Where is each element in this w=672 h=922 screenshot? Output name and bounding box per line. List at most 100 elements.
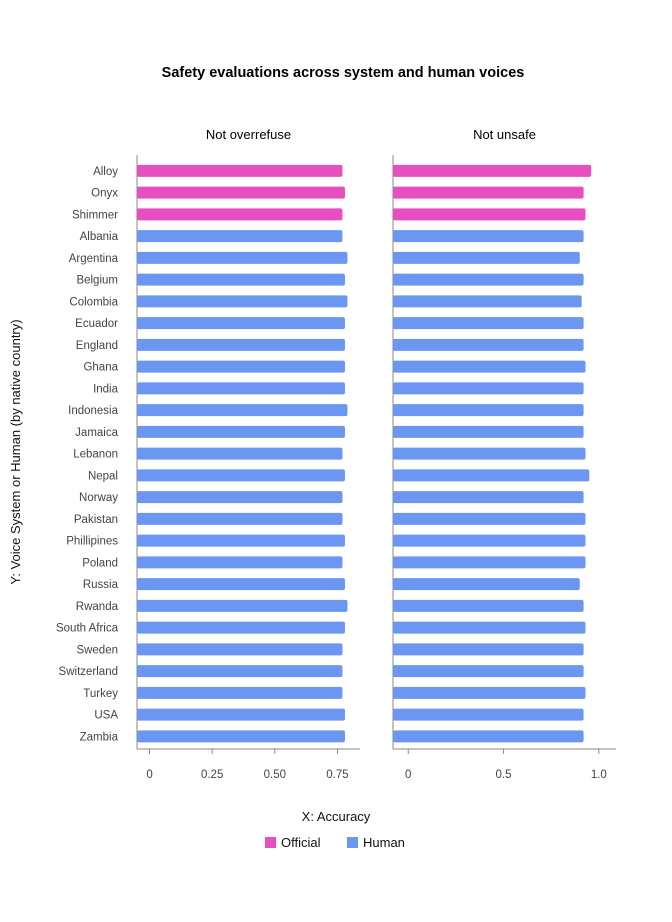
bar-pakistan — [393, 512, 586, 525]
bar-belgium — [137, 273, 345, 286]
bar-alloy — [137, 164, 343, 177]
category-label-albania: Albania — [80, 231, 119, 243]
bar-colombia — [137, 295, 348, 308]
legend-label-human: Human — [363, 835, 405, 850]
bar-argentina — [393, 251, 580, 264]
category-label-south-africa: South Africa — [56, 623, 119, 635]
bar-colombia — [393, 295, 582, 308]
bar-phillipines — [393, 534, 586, 547]
bar-russia — [393, 578, 580, 591]
category-label-ghana: Ghana — [83, 362, 118, 374]
bar-pakistan — [137, 512, 343, 525]
category-label-russia: Russia — [83, 579, 119, 591]
bar-poland — [393, 556, 586, 569]
bar-shimmer — [137, 208, 343, 221]
bar-indonesia — [137, 404, 348, 417]
bar-nepal — [137, 469, 345, 482]
panel-not-unsafe: Not unsafe 0 0.5 1.0 — [392, 127, 616, 781]
x-tick-label: 0 — [146, 769, 152, 781]
category-label-jamaica: Jamaica — [75, 427, 118, 439]
bar-belgium — [393, 273, 584, 286]
bar-turkey — [137, 686, 343, 699]
category-label-lebanon: Lebanon — [73, 449, 118, 461]
bar-indonesia — [393, 404, 584, 417]
bar-usa — [137, 708, 345, 721]
bar-rwanda — [393, 599, 584, 612]
bar-india — [137, 382, 345, 395]
category-label-norway: Norway — [79, 492, 118, 504]
category-label-zambia: Zambia — [80, 731, 119, 743]
bar-albania — [393, 230, 584, 243]
category-labels: Alloy Onyx Shimmer Albania Argentina Belgium C… — [56, 166, 119, 744]
bar-poland — [137, 556, 343, 569]
bar-ghana — [393, 360, 586, 373]
bar-argentina — [137, 251, 348, 264]
bar-lebanon — [137, 447, 343, 460]
category-label-pakistan: Pakistan — [74, 514, 118, 526]
category-label-usa: USA — [94, 710, 118, 722]
bar-jamaica — [393, 425, 584, 438]
category-label-indonesia: Indonesia — [68, 405, 118, 417]
x-tick-label: 0.75 — [326, 769, 348, 781]
x-tick-label: 0.25 — [201, 769, 223, 781]
y-axis-title: Y: Voice System or Human (by native coun… — [8, 319, 23, 584]
x-tick-label: 0.50 — [264, 769, 286, 781]
legend-label-official: Official — [281, 835, 321, 850]
bar-sweden — [137, 643, 343, 656]
legend-swatch-official — [265, 837, 276, 848]
bar-zambia — [137, 730, 345, 743]
bar-albania — [137, 230, 343, 243]
panel-title: Not overrefuse — [206, 127, 291, 142]
legend-swatch-human — [347, 837, 358, 848]
category-label-sweden: Sweden — [76, 644, 118, 656]
category-label-ecuador: Ecuador — [75, 318, 118, 330]
bar-rwanda — [137, 599, 348, 612]
category-label-phillipines: Phillipines — [66, 536, 118, 548]
category-label-belgium: Belgium — [76, 275, 118, 287]
category-label-alloy: Alloy — [93, 166, 118, 178]
category-label-poland: Poland — [82, 557, 118, 569]
bar-nepal — [393, 469, 590, 482]
bar-england — [137, 338, 345, 351]
category-label-england: England — [76, 340, 118, 352]
category-label-argentina: Argentina — [69, 253, 119, 265]
category-label-turkey: Turkey — [83, 688, 118, 700]
bar-ecuador — [393, 317, 584, 330]
bar-south-africa — [137, 621, 345, 634]
category-label-switzerland: Switzerland — [59, 666, 118, 678]
bar-usa — [393, 708, 584, 721]
bar-norway — [393, 491, 584, 504]
bar-onyx — [393, 186, 584, 199]
bar-jamaica — [137, 425, 345, 438]
bar-lebanon — [393, 447, 586, 460]
bar-shimmer — [393, 208, 586, 221]
category-label-india: India — [93, 383, 119, 395]
bar-norway — [137, 491, 343, 504]
x-tick-label: 0 — [405, 769, 411, 781]
category-label-onyx: Onyx — [91, 188, 118, 200]
panel-not-overrefuse: Not overrefuse 0 0.25 0.50 0.75 — [136, 127, 360, 781]
bar-ecuador — [137, 317, 345, 330]
category-label-nepal: Nepal — [88, 470, 118, 482]
bar-south-africa — [393, 621, 586, 634]
bar-switzerland — [393, 665, 584, 678]
x-tick-label: 1.0 — [591, 769, 607, 781]
bar-england — [393, 338, 584, 351]
bar-switzerland — [137, 665, 343, 678]
bar-onyx — [137, 186, 345, 199]
x-tick-label: 0.5 — [496, 769, 512, 781]
bar-ghana — [137, 360, 345, 373]
category-label-rwanda: Rwanda — [76, 601, 119, 613]
bar-sweden — [393, 643, 584, 656]
bar-alloy — [393, 164, 592, 177]
category-label-colombia: Colombia — [69, 296, 118, 308]
legend: Official Human — [265, 835, 405, 850]
x-axis-title: X: Accuracy — [302, 809, 371, 824]
bar-russia — [137, 578, 345, 591]
panel-title: Not unsafe — [473, 127, 536, 142]
category-label-shimmer: Shimmer — [72, 209, 118, 221]
bar-phillipines — [137, 534, 345, 547]
chart-title: Safety evaluations across system and hum… — [162, 65, 525, 81]
bar-zambia — [393, 730, 584, 743]
